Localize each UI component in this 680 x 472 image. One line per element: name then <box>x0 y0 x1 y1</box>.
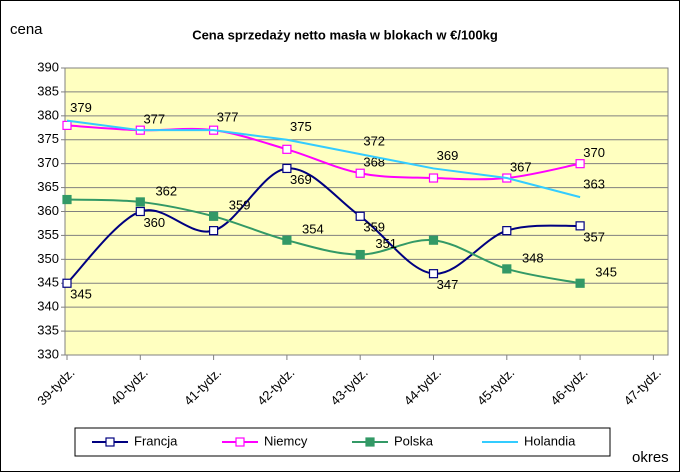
data-label: 369 <box>437 148 459 163</box>
y-tick-label: 360 <box>37 203 59 218</box>
marker <box>135 206 145 217</box>
legend-label: Francja <box>134 433 178 448</box>
chart-title: Cena sprzedaży netto masła w blokach w €… <box>192 27 498 42</box>
marker <box>575 221 585 231</box>
marker <box>428 235 439 245</box>
data-label: 359 <box>363 220 385 235</box>
y-tick-label: 375 <box>37 131 59 146</box>
marker <box>235 437 245 447</box>
marker <box>502 264 512 274</box>
y-tick-label: 385 <box>37 83 59 98</box>
marker <box>575 159 585 169</box>
marker <box>355 168 365 178</box>
legend-label: Niemcy <box>264 433 308 448</box>
y-tick-label: 350 <box>37 251 59 266</box>
y-tick-label: 355 <box>37 227 59 242</box>
data-label: 359 <box>229 198 251 213</box>
data-label: 360 <box>143 215 165 230</box>
y-tick-label: 390 <box>37 59 59 74</box>
data-label: 370 <box>583 145 605 160</box>
legend-label: Polska <box>394 433 434 448</box>
marker <box>282 144 292 154</box>
data-label: 375 <box>290 119 312 134</box>
y-tick-label: 380 <box>37 107 59 122</box>
marker <box>282 163 292 174</box>
data-label: 354 <box>302 222 324 237</box>
legend-label: Holandia <box>524 433 576 448</box>
legend-box <box>74 427 611 457</box>
marker <box>428 269 439 279</box>
y-tick-label: 370 <box>37 155 59 170</box>
x-axis-label: okres <box>632 449 669 466</box>
data-label: 377 <box>143 112 165 127</box>
series-line <box>66 198 581 285</box>
marker <box>502 226 512 236</box>
data-label: 345 <box>595 265 617 280</box>
marker <box>62 194 72 205</box>
marker <box>365 437 375 447</box>
marker <box>62 278 72 288</box>
data-label: 347 <box>437 277 459 292</box>
marker <box>135 197 145 207</box>
marker <box>355 249 365 260</box>
data-label: 362 <box>155 183 177 198</box>
marker <box>428 173 439 183</box>
data-label: 377 <box>217 110 239 125</box>
marker <box>355 211 365 221</box>
marker <box>62 120 72 131</box>
y-tick-label: 330 <box>37 346 59 361</box>
y-tick-label: 335 <box>37 323 59 338</box>
data-label: 345 <box>70 287 92 302</box>
y-axis-label: cena <box>10 21 43 38</box>
series-line <box>66 119 581 199</box>
y-tick-label: 365 <box>37 179 59 194</box>
data-label: 348 <box>522 250 544 265</box>
data-label: 363 <box>583 177 605 192</box>
marker <box>575 278 585 288</box>
marker <box>209 226 219 236</box>
data-label: 351 <box>375 236 397 251</box>
marker <box>209 211 219 221</box>
y-tick-label: 345 <box>37 275 59 290</box>
data-label: 379 <box>70 100 92 115</box>
data-label: 357 <box>583 229 605 244</box>
data-label: 369 <box>290 172 312 187</box>
marker <box>105 437 115 447</box>
marker <box>282 235 292 245</box>
data-label: 372 <box>363 134 385 149</box>
y-tick-label: 340 <box>37 299 59 314</box>
data-label: 367 <box>510 159 532 174</box>
